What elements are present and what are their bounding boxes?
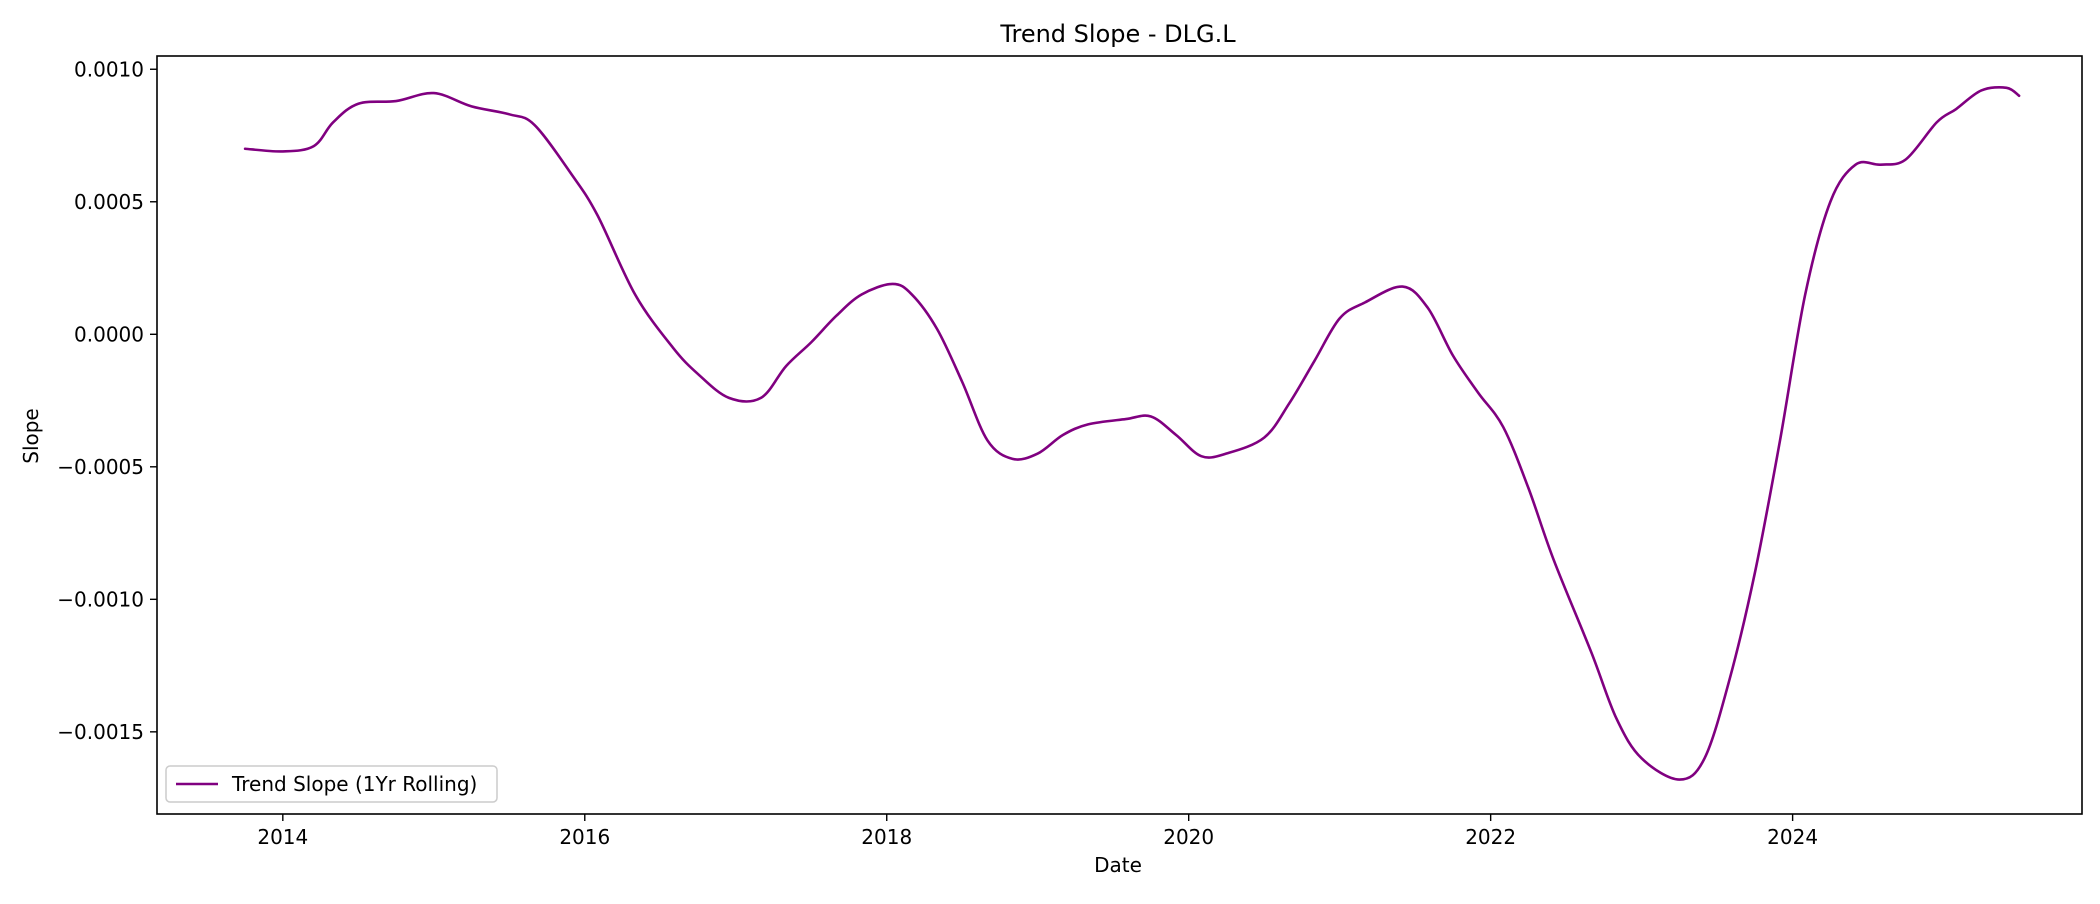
legend-box: [165, 765, 498, 803]
chart-title: Trend Slope - DLG.L: [999, 20, 1236, 48]
series-layer: [243, 86, 2021, 781]
x-tick-label: 2024: [1767, 825, 1818, 849]
series-line-trend-slope: [243, 86, 2021, 781]
plot-frame: [156, 55, 2083, 815]
x-tick-label: 2022: [1465, 825, 1516, 849]
plot-area: 2014 2016 2018 2020 2022 2024 0.00100.00050.0…: [57, 55, 2083, 849]
x-tick-label: 2020: [1163, 825, 1214, 849]
y-axis-ticks: 0.0010 0.0005 0.0000 −0.0005 −0.0010 −0.0015: [57, 57, 157, 744]
y-tick-label: −0.0010: [57, 587, 144, 611]
y-tick-label: −0.0005: [57, 455, 144, 479]
x-tick-label: 2018: [861, 825, 912, 849]
legend-label: Trend Slope (1Yr Rolling): [231, 772, 477, 796]
x-tick-label: 2016: [559, 825, 610, 849]
y-tick-label: 0.0005: [74, 190, 144, 214]
y-tick-label: 0.0000: [74, 322, 144, 346]
y-tick-label: 0.0010: [74, 57, 144, 81]
y-axis-label: Slope: [19, 408, 43, 464]
y-tick-label: −0.0015: [57, 720, 144, 744]
x-axis-label: Date: [1094, 853, 1142, 877]
x-axis-ticks: 2014 2016 2018 2020 2022 2024: [257, 814, 1818, 849]
x-tick-label: 2014: [257, 825, 308, 849]
legend: Trend Slope (1Yr Rolling): [165, 765, 498, 803]
